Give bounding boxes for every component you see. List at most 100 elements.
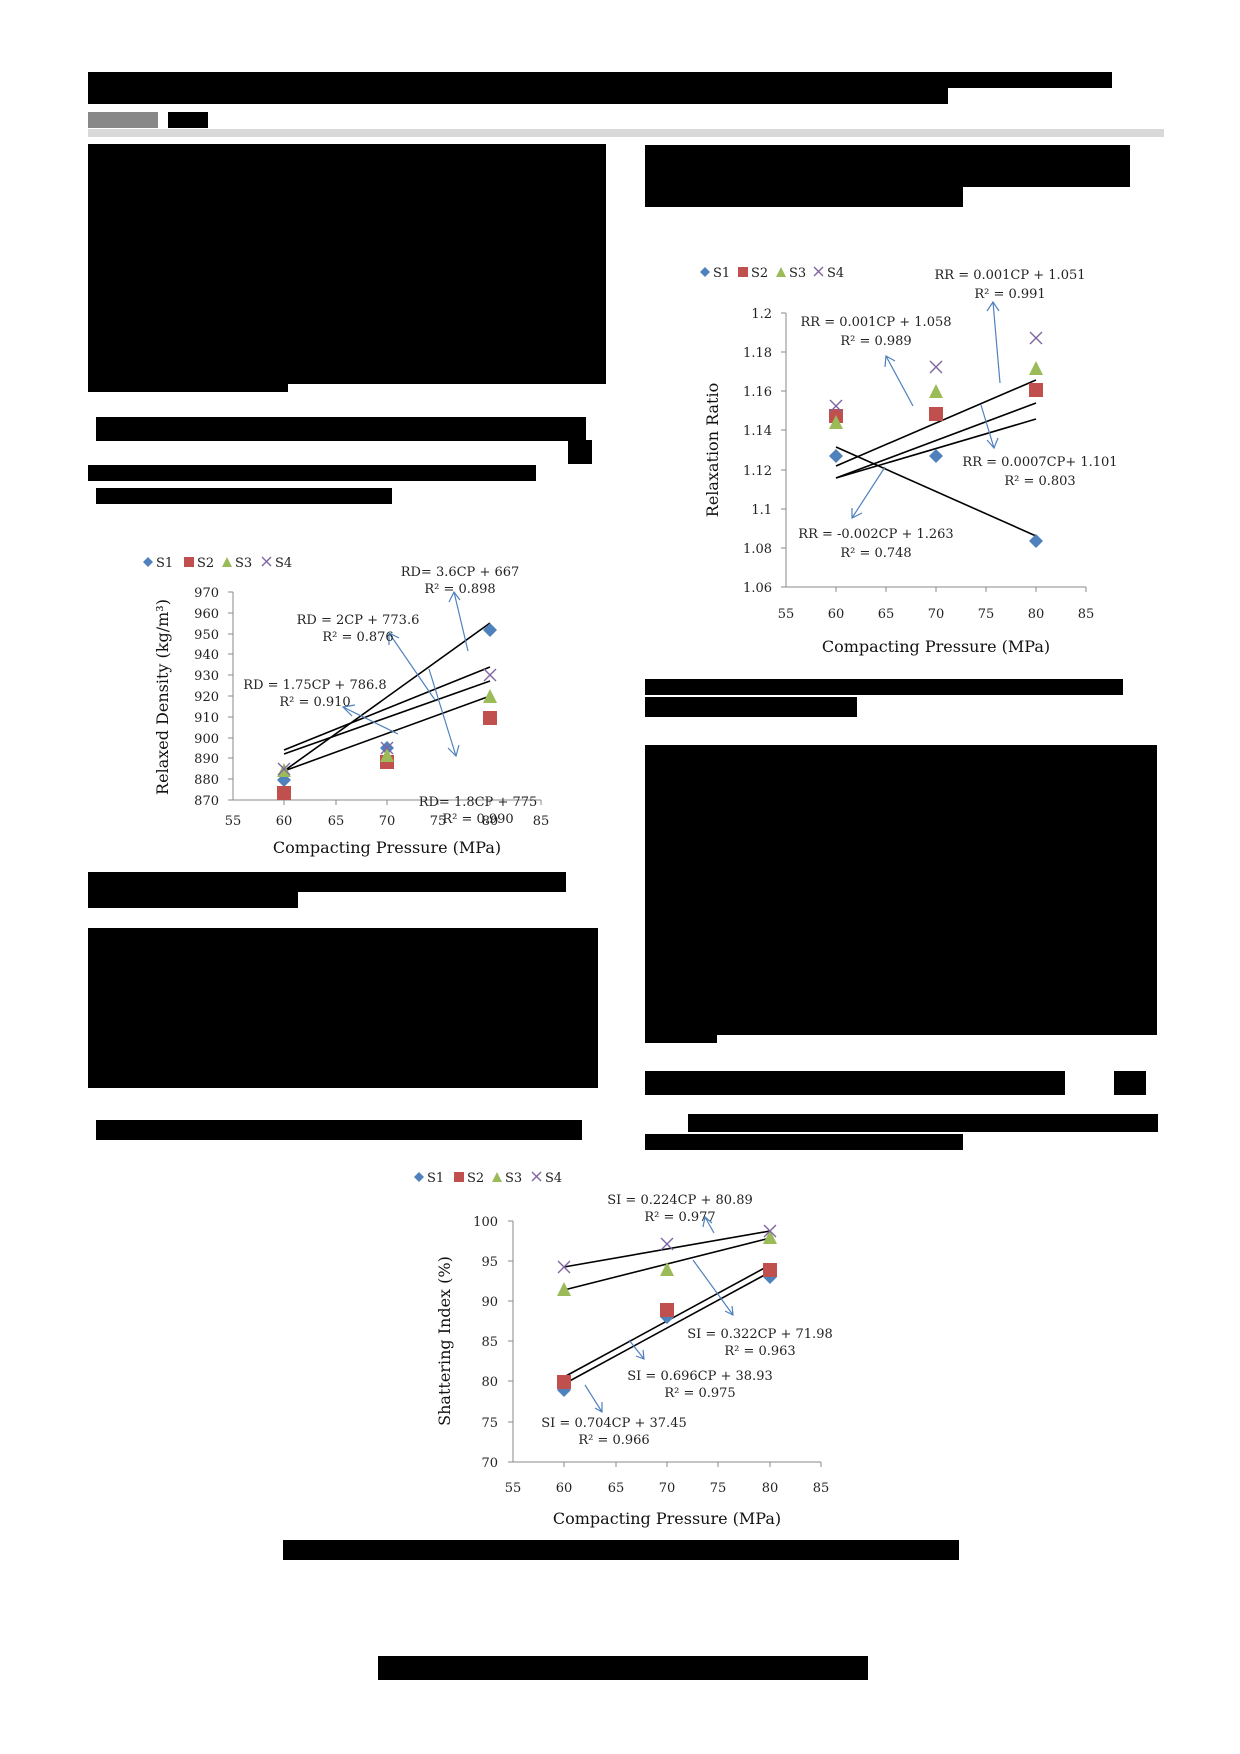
svg-text:R² = 0.898: R² = 0.898 xyxy=(424,582,495,597)
si-trendlines xyxy=(563,1230,771,1385)
redacted-caption-2 xyxy=(88,892,298,908)
svg-text:1.14: 1.14 xyxy=(743,424,772,439)
header-rule xyxy=(88,129,1164,137)
redacted-paragraph xyxy=(88,928,598,1088)
svg-text:1.2: 1.2 xyxy=(751,307,772,322)
svg-text:R² = 0.748: R² = 0.748 xyxy=(840,546,911,561)
svg-text:60: 60 xyxy=(556,1481,573,1496)
si-callout-arrows xyxy=(584,1215,734,1414)
svg-text:RD= 3.6CP + 667: RD= 3.6CP + 667 xyxy=(401,565,520,580)
redacted-paragraph xyxy=(645,745,1157,1035)
si-xtick-labels: 55 60 65 70 75 80 85 xyxy=(505,1481,830,1496)
svg-text:SI = 0.322CP + 71.98: SI = 0.322CP + 71.98 xyxy=(687,1327,832,1342)
legend-s4: S4 xyxy=(827,266,844,281)
redacted-heading xyxy=(96,417,586,441)
si-y-axis-title: Shattering Index (%) xyxy=(435,1256,454,1426)
redacted-heading xyxy=(645,1071,1065,1095)
svg-text:R² = 0.910: R² = 0.910 xyxy=(279,695,350,710)
redacted-caption xyxy=(688,1114,1158,1132)
x-mark-icon xyxy=(261,556,272,567)
legend-s2: S2 xyxy=(197,556,214,571)
si-x-axis-title: Compacting Pressure (MPa) xyxy=(553,1509,781,1528)
redacted-caption-2 xyxy=(645,697,857,717)
redacted-paragraph-tail xyxy=(88,376,288,392)
svg-text:1.1: 1.1 xyxy=(751,503,772,518)
legend-s3: S3 xyxy=(505,1171,522,1186)
legend-s3: S3 xyxy=(789,266,806,281)
svg-text:90: 90 xyxy=(481,1295,498,1310)
svg-text:R² = 0.803: R² = 0.803 xyxy=(1004,474,1075,489)
redacted-caption xyxy=(88,872,566,892)
redacted-header-tag xyxy=(168,112,208,128)
si-markers xyxy=(557,1224,777,1397)
redacted-paragraph-tail xyxy=(645,187,963,207)
svg-text:930: 930 xyxy=(194,669,219,684)
redacted-caption xyxy=(88,465,536,481)
svg-text:RD= 1.8CP + 775: RD= 1.8CP + 775 xyxy=(419,795,538,810)
svg-text:R² = 0.991: R² = 0.991 xyxy=(974,287,1045,302)
svg-text:R² = 0.876: R² = 0.876 xyxy=(322,630,393,645)
rd-markers xyxy=(277,623,497,800)
redacted-caption-2 xyxy=(645,1134,963,1150)
svg-text:1.08: 1.08 xyxy=(743,542,772,557)
square-icon xyxy=(454,1172,464,1182)
svg-text:RR = -0.002CP + 1.263: RR = -0.002CP + 1.263 xyxy=(798,527,953,542)
svg-text:950: 950 xyxy=(194,628,219,643)
rd-y-axis-title: Relaxed Density (kg/m³) xyxy=(153,599,172,795)
svg-text:1.18: 1.18 xyxy=(743,346,772,361)
svg-text:R² = 0.989: R² = 0.989 xyxy=(840,334,911,349)
svg-text:900: 900 xyxy=(194,732,219,747)
rr-axes xyxy=(781,312,1087,592)
svg-text:75: 75 xyxy=(978,607,995,622)
legend-s1: S1 xyxy=(427,1171,444,1186)
redacted-figure-caption xyxy=(283,1540,959,1560)
rd-trendlines xyxy=(283,622,491,772)
triangle-icon xyxy=(222,557,232,567)
redacted-paragraph-tail xyxy=(645,1025,717,1043)
svg-text:55: 55 xyxy=(778,607,795,622)
rd-ytick-labels: 970 960 950 940 930 920 910 900 890 880 … xyxy=(194,586,219,809)
redacted-caption xyxy=(645,679,1123,695)
legend-s3: S3 xyxy=(235,556,252,571)
legend-s1: S1 xyxy=(156,556,173,571)
svg-text:910: 910 xyxy=(194,711,219,726)
svg-text:55: 55 xyxy=(225,814,242,829)
svg-text:SI = 0.696CP + 38.93: SI = 0.696CP + 38.93 xyxy=(627,1369,772,1384)
rr-legend: S1 S2 S3 S4 xyxy=(700,266,844,281)
redacted-title-line-1 xyxy=(88,72,1112,88)
svg-text:1.12: 1.12 xyxy=(743,464,772,479)
legend-s1: S1 xyxy=(713,266,730,281)
si-equations: SI = 0.224CP + 80.89 R² = 0.977 SI = 0.3… xyxy=(541,1193,832,1448)
svg-text:70: 70 xyxy=(481,1456,498,1471)
svg-text:870: 870 xyxy=(194,794,219,809)
svg-text:SI = 0.224CP + 80.89: SI = 0.224CP + 80.89 xyxy=(607,1193,752,1208)
redacted-paragraph xyxy=(88,144,606,384)
svg-text:80: 80 xyxy=(762,1481,779,1496)
redacted-paragraph-tail xyxy=(96,1120,582,1140)
svg-text:60: 60 xyxy=(828,607,845,622)
rr-ytick-labels: 1.2 1.18 1.16 1.14 1.12 1.1 1.08 1.06 xyxy=(743,307,772,596)
legend-s2: S2 xyxy=(467,1171,484,1186)
svg-text:R² = 0.977: R² = 0.977 xyxy=(644,1210,715,1225)
rr-y-axis-title: Relaxation Ratio xyxy=(703,383,722,517)
svg-text:70: 70 xyxy=(928,607,945,622)
svg-text:RD = 2CP + 773.6: RD = 2CP + 773.6 xyxy=(297,613,420,628)
svg-text:960: 960 xyxy=(194,607,219,622)
svg-text:65: 65 xyxy=(878,607,895,622)
square-icon xyxy=(738,267,748,277)
svg-text:RR = 0.0007CP+ 1.101: RR = 0.0007CP+ 1.101 xyxy=(962,455,1117,470)
redacted-title-line-2 xyxy=(88,88,948,104)
rd-x-axis-title: Compacting Pressure (MPa) xyxy=(273,838,501,857)
svg-text:RD = 1.75CP + 786.8: RD = 1.75CP + 786.8 xyxy=(243,678,386,693)
triangle-icon xyxy=(492,1172,502,1182)
svg-text:85: 85 xyxy=(813,1481,830,1496)
redacted-caption-2 xyxy=(96,488,392,504)
svg-text:85: 85 xyxy=(1078,607,1095,622)
svg-text:920: 920 xyxy=(194,690,219,705)
triangle-icon xyxy=(776,267,786,277)
svg-text:R² = 0.975: R² = 0.975 xyxy=(664,1386,735,1401)
redacted-heading-mark xyxy=(1114,1071,1146,1095)
svg-text:RR = 0.001CP + 1.051: RR = 0.001CP + 1.051 xyxy=(934,268,1085,283)
svg-text:R² = 0.990: R² = 0.990 xyxy=(442,812,513,827)
svg-text:85: 85 xyxy=(533,814,550,829)
